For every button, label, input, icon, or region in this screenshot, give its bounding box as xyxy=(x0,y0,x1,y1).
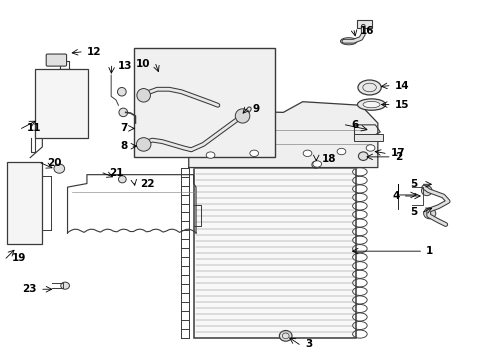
Bar xyxy=(134,48,274,157)
Text: 16: 16 xyxy=(359,26,374,36)
Bar xyxy=(7,162,42,244)
Ellipse shape xyxy=(117,87,126,96)
Circle shape xyxy=(336,148,345,155)
Ellipse shape xyxy=(340,38,356,45)
Text: 17: 17 xyxy=(390,148,405,158)
Text: 9: 9 xyxy=(252,104,259,114)
Text: 7: 7 xyxy=(120,123,127,134)
Polygon shape xyxy=(188,102,377,167)
Ellipse shape xyxy=(358,152,367,161)
Text: 4: 4 xyxy=(391,191,399,201)
Circle shape xyxy=(312,161,321,167)
Text: 13: 13 xyxy=(117,61,132,71)
Ellipse shape xyxy=(118,176,126,183)
Text: 5: 5 xyxy=(409,207,417,217)
Text: 14: 14 xyxy=(394,81,408,91)
Ellipse shape xyxy=(54,164,64,173)
Ellipse shape xyxy=(357,99,385,110)
Ellipse shape xyxy=(279,330,291,341)
Text: 19: 19 xyxy=(12,253,26,263)
Bar xyxy=(35,69,88,138)
Ellipse shape xyxy=(136,138,151,151)
Text: 15: 15 xyxy=(394,100,408,109)
Text: 6: 6 xyxy=(350,120,358,130)
Text: 10: 10 xyxy=(135,59,150,69)
Ellipse shape xyxy=(421,186,431,195)
Bar xyxy=(357,20,371,28)
Text: 1: 1 xyxy=(426,246,433,256)
Circle shape xyxy=(249,150,258,157)
Text: 18: 18 xyxy=(322,154,336,165)
Circle shape xyxy=(303,150,311,157)
Text: 3: 3 xyxy=(305,339,312,350)
Ellipse shape xyxy=(61,282,69,289)
Ellipse shape xyxy=(137,89,150,102)
Text: 2: 2 xyxy=(394,152,401,162)
Text: 22: 22 xyxy=(140,179,154,189)
Circle shape xyxy=(366,145,374,151)
Text: 8: 8 xyxy=(120,141,127,151)
Text: 23: 23 xyxy=(22,284,37,294)
Text: 11: 11 xyxy=(27,123,41,134)
Text: 20: 20 xyxy=(46,158,61,168)
Text: 21: 21 xyxy=(108,168,123,178)
Text: 5: 5 xyxy=(409,179,417,189)
Circle shape xyxy=(206,152,215,158)
Text: 12: 12 xyxy=(87,47,101,57)
Ellipse shape xyxy=(235,109,249,123)
Ellipse shape xyxy=(119,108,127,117)
Ellipse shape xyxy=(311,161,319,168)
Bar xyxy=(353,134,382,141)
Ellipse shape xyxy=(362,102,379,108)
Bar xyxy=(193,167,355,338)
FancyBboxPatch shape xyxy=(46,54,66,66)
Ellipse shape xyxy=(357,80,381,95)
Ellipse shape xyxy=(423,208,435,219)
